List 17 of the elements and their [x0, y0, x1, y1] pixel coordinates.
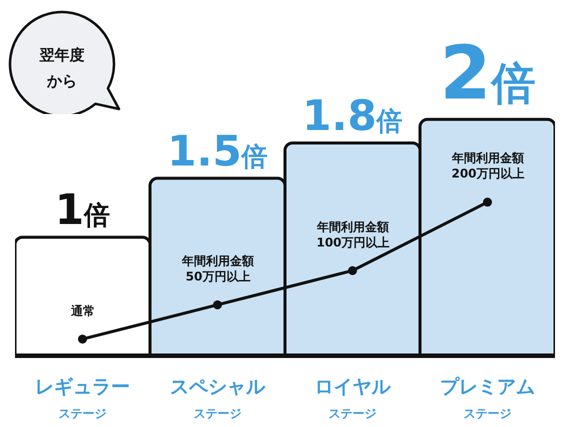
data-label: 年間利用金額 50万円以上	[181, 254, 254, 284]
data-label: 年間利用金額 100万円以上	[316, 220, 390, 250]
data-label: 1.5倍	[167, 126, 268, 176]
data-label: 年間利用金額 200万円以上	[451, 151, 525, 181]
x-tick-label: プレミアムステージ	[440, 376, 535, 420]
text: 翌年度から	[38, 44, 86, 92]
point	[213, 300, 222, 310]
data-label: 1倍	[54, 185, 110, 234]
x-tick-label: レギュラーステージ	[35, 376, 130, 420]
point	[483, 198, 492, 207]
x-tick-label: スペシャルステージ	[170, 376, 266, 420]
point	[348, 266, 357, 276]
data-label: 2倍	[440, 30, 536, 116]
data-label: 通常	[70, 304, 95, 318]
data-label: 1.8倍	[302, 90, 403, 140]
point	[78, 334, 87, 344]
x-tick-label: ロイヤルステージ	[314, 376, 392, 420]
